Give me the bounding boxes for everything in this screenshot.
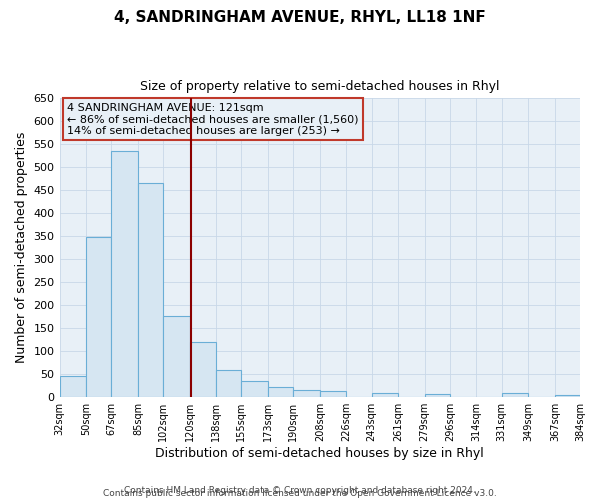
Bar [268, 387, 293, 397]
Bar [216, 370, 241, 397]
Bar [371, 393, 398, 397]
Bar [320, 391, 346, 397]
Title: Size of property relative to semi-detached houses in Rhyl: Size of property relative to semi-detach… [140, 80, 500, 93]
Y-axis label: Number of semi-detached properties: Number of semi-detached properties [15, 132, 28, 364]
Bar [241, 381, 268, 397]
Text: Contains HM Land Registry data © Crown copyright and database right 2024.: Contains HM Land Registry data © Crown c… [124, 486, 476, 495]
Bar [293, 390, 320, 397]
Bar [163, 316, 190, 397]
Bar [86, 236, 111, 397]
Text: 4, SANDRINGHAM AVENUE, RHYL, LL18 1NF: 4, SANDRINGHAM AVENUE, RHYL, LL18 1NF [114, 10, 486, 25]
Bar [502, 392, 528, 397]
Text: 4 SANDRINGHAM AVENUE: 121sqm
← 86% of semi-detached houses are smaller (1,560)
1: 4 SANDRINGHAM AVENUE: 121sqm ← 86% of se… [67, 103, 359, 136]
X-axis label: Distribution of semi-detached houses by size in Rhyl: Distribution of semi-detached houses by … [155, 447, 484, 460]
Text: Contains public sector information licensed under the Open Government Licence v3: Contains public sector information licen… [103, 488, 497, 498]
Bar [555, 395, 580, 397]
Bar [59, 376, 86, 397]
Bar [425, 394, 450, 397]
Bar [111, 151, 138, 397]
Bar [138, 183, 163, 397]
Bar [190, 342, 216, 397]
